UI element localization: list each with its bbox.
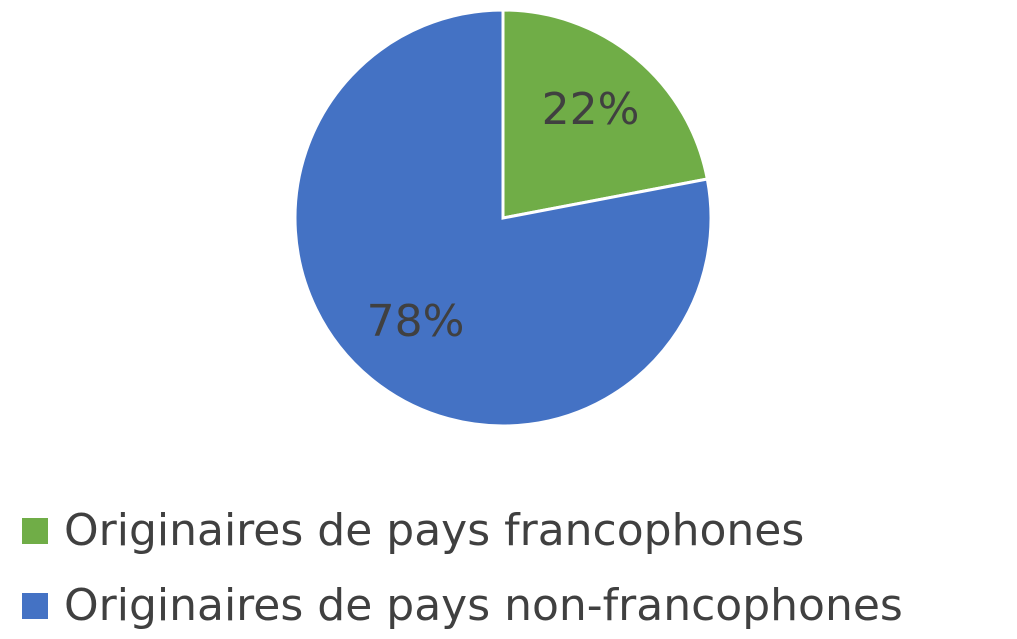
pie-slice <box>293 8 713 428</box>
legend-swatch <box>22 518 48 544</box>
data-label: 78% <box>367 296 465 347</box>
data-label: 22% <box>542 84 640 135</box>
legend-swatch <box>22 593 48 619</box>
pie-slice <box>501 8 710 220</box>
legend-label: Originaires de pays francophones <box>64 505 804 556</box>
legend-label: Originaires de pays non-francophones <box>64 580 903 631</box>
